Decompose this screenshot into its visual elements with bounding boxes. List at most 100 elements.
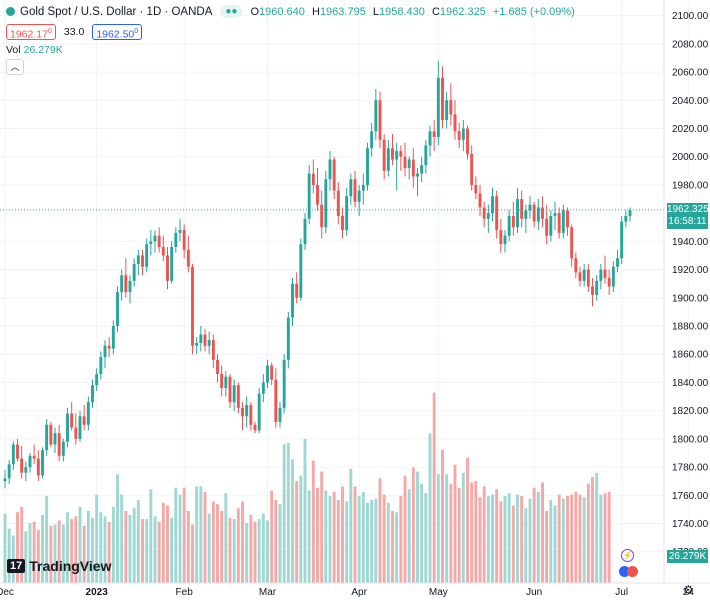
candle-body [32, 455, 36, 459]
candle-body [566, 210, 569, 228]
volume-bar [245, 523, 249, 583]
candle-body [241, 407, 244, 417]
volume-bar [341, 486, 344, 583]
candle-body [349, 179, 353, 197]
candle-body [282, 359, 286, 408]
candle-body [370, 131, 374, 149]
volume-bar [128, 515, 132, 583]
volume-value: 26.279K [23, 44, 63, 56]
candle-body [357, 190, 361, 202]
volume-bar [428, 433, 432, 583]
candle-body [199, 334, 203, 343]
volume-bar [120, 494, 124, 583]
candle-body [428, 131, 432, 146]
flag-us-icon[interactable] [619, 566, 630, 577]
candle-body [82, 416, 86, 425]
volume-bar [561, 498, 565, 583]
candle-body [128, 280, 132, 293]
candle-body [366, 148, 369, 185]
candle-body [53, 433, 57, 445]
volume-bar [95, 494, 99, 583]
trade-buttons: 1962.170 33.0 1962.500 [6, 24, 143, 41]
price-tick-label: 1820.00 [672, 406, 709, 417]
volume-bar [395, 512, 399, 583]
last-price-label: 1962.325 16:58:11 [667, 203, 709, 229]
candle-body [578, 272, 582, 281]
chevron-up-icon[interactable]: ︿ [6, 59, 24, 75]
symbol-title[interactable]: Gold Spot / U.S. Dollar · 1D · OANDA [20, 5, 213, 18]
sell-button[interactable]: 1962.170 [6, 24, 56, 41]
volume-bar [49, 525, 53, 583]
volume-bar [603, 493, 607, 583]
volume-bar [191, 524, 194, 583]
candle-body [95, 373, 99, 386]
candle-body [436, 77, 440, 137]
volume-bar [320, 471, 324, 583]
volume-bar [536, 491, 540, 583]
volume-bar [411, 467, 415, 583]
volume-bar [266, 520, 269, 583]
volume-bar [566, 495, 569, 583]
volume-bar [582, 497, 586, 583]
market-status-icon [6, 7, 15, 16]
candle-body [145, 244, 149, 267]
eye-icon[interactable]: ●● [220, 5, 243, 18]
candle-body [41, 450, 44, 476]
candle-body [136, 255, 140, 264]
candle-body [382, 139, 386, 171]
volume-bar [295, 481, 299, 583]
candle-body [57, 433, 61, 456]
volume-bar [78, 506, 82, 583]
candle-body [86, 402, 90, 425]
volume-bar [82, 525, 86, 583]
candle-body [449, 100, 453, 115]
candle-body [295, 283, 299, 298]
candle-body [232, 385, 236, 403]
volume-bar [36, 529, 40, 583]
flag-event-icon[interactable] [627, 566, 638, 577]
volume-bar [478, 497, 482, 583]
candles [3, 60, 632, 489]
volume-bar [153, 516, 157, 583]
candle-body [166, 255, 169, 281]
candle-body [236, 385, 240, 408]
candle-body [278, 407, 282, 422]
candle-body [261, 382, 265, 394]
volume-bar [499, 501, 503, 583]
volume-bar [557, 494, 561, 583]
candle-body [466, 128, 469, 154]
lightning-icon[interactable]: ⚡ [621, 549, 634, 562]
candle-body [149, 241, 153, 245]
candle-body [220, 373, 224, 389]
price-tick-label: 1840.00 [672, 378, 709, 389]
volume-bar [370, 500, 374, 583]
candle-body [441, 77, 444, 121]
candle-body [482, 207, 486, 219]
candle-body [174, 232, 178, 247]
candle-body [207, 340, 211, 346]
candle-body [16, 444, 19, 459]
volume-bar [282, 444, 286, 583]
candle-body [557, 213, 561, 233]
candle-body [536, 207, 540, 222]
candle-body [107, 345, 111, 349]
candle-body [74, 427, 78, 439]
volume-bar [141, 519, 144, 583]
price-tick-label: 2080.00 [672, 39, 709, 50]
candle-body [524, 210, 528, 219]
candle-body [91, 385, 94, 403]
volume-bar [486, 495, 490, 583]
volume-bar [195, 486, 199, 583]
volume-bar [178, 494, 182, 583]
candle-body [211, 340, 215, 360]
price-tick-label: 2060.00 [672, 68, 709, 79]
volume-bar [286, 442, 290, 583]
candle-body [245, 405, 249, 417]
price-tick-label: 1900.00 [672, 293, 709, 304]
tradingview-logo[interactable]: 17 TradingView [7, 558, 111, 574]
buy-button[interactable]: 1962.500 [92, 24, 143, 41]
candle-body [411, 159, 415, 177]
candle-body [391, 148, 394, 160]
gear-icon[interactable]: ⚙ [683, 583, 694, 597]
